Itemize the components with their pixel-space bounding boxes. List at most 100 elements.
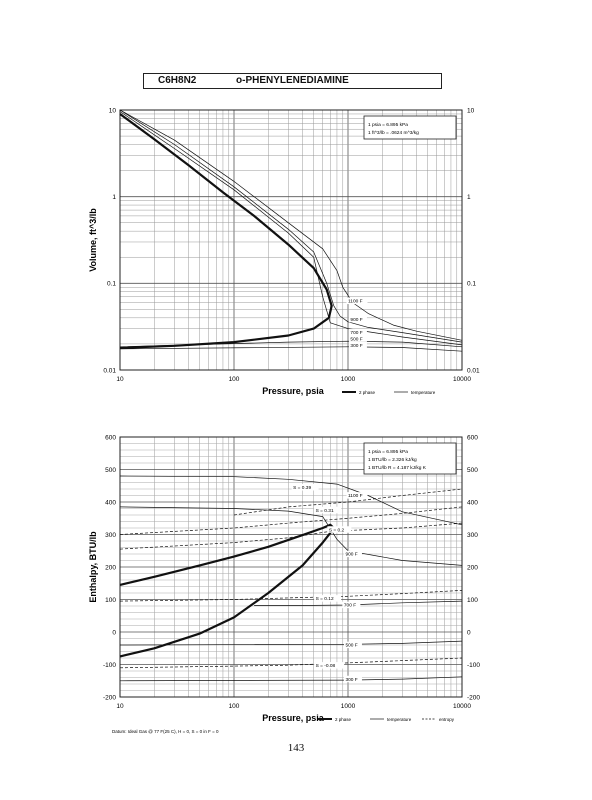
volume-info-box xyxy=(363,115,457,140)
curve-label: 900 F xyxy=(350,317,362,323)
y-tick-label-left: -100 xyxy=(103,662,116,669)
volume-plot-frame xyxy=(119,109,463,371)
y-tick-label-right: 0.01 xyxy=(467,367,480,374)
chemical-formula: C6H8N2 xyxy=(158,75,197,86)
curve-label-bg xyxy=(327,526,352,533)
volume-legend: 2 phase temperature xyxy=(342,390,436,395)
x-tick-label: 10 xyxy=(116,376,124,383)
enthalpy-plot-frame xyxy=(119,436,463,698)
curve-label-bg xyxy=(346,297,368,305)
x-tick-label: 100 xyxy=(229,703,240,710)
series-line-s-0-08 xyxy=(119,657,463,669)
series-line-500-f xyxy=(119,340,463,348)
series-line-s-0-31 xyxy=(119,506,463,535)
y-tick-label-left: 400 xyxy=(105,499,116,506)
x-tick-label: 10000 xyxy=(453,376,471,383)
curve-label: S = -0.08 xyxy=(316,663,336,669)
chart-title-box: C6H8N2 o-PHENYLENEDIAMINE xyxy=(143,73,442,89)
y-tick-label-left: -200 xyxy=(103,694,116,701)
y-tick-label-right: 10 xyxy=(467,107,475,114)
series-line-1100-f xyxy=(119,109,463,341)
series-line-700-f xyxy=(119,111,463,346)
y-tick-label-left: 0 xyxy=(112,629,116,636)
enthalpy-curves xyxy=(119,475,463,682)
series-line-500-f xyxy=(119,640,463,646)
legend-label: temperature xyxy=(387,717,412,722)
enthalpy-x-axis-label: Pressure, psia xyxy=(262,713,325,723)
y-tick-label-right: 0 xyxy=(467,629,471,636)
y-tick-label-left: 600 xyxy=(105,434,116,441)
legend-label: temperature xyxy=(411,390,436,395)
y-tick-label-left: 100 xyxy=(105,597,116,604)
info-box-line: 1 BTU/lb R = 4.187 kJ/kg K xyxy=(368,465,427,471)
curve-label: S = 0.39 xyxy=(293,485,311,491)
y-tick-label-left: 300 xyxy=(105,532,116,539)
curve-label: 300 F xyxy=(345,677,357,683)
y-tick-label-right: 500 xyxy=(467,467,478,474)
curve-label: S = 0.12 xyxy=(316,596,334,602)
info-box-line: 1 psia = 6.895 kPa xyxy=(368,122,408,128)
y-tick-label-left: 500 xyxy=(105,467,116,474)
curve-label-bg xyxy=(314,595,342,602)
curve-label-bg xyxy=(348,341,367,349)
curve-label-bg xyxy=(348,315,367,323)
series-line-s-0-2 xyxy=(119,522,463,550)
series-line-900-f xyxy=(119,109,463,343)
y-tick-label-right: 100 xyxy=(467,597,478,604)
curve-label-bg xyxy=(314,662,345,669)
series-line-s-0-39 xyxy=(233,488,463,516)
curve-label-bg xyxy=(314,506,342,514)
y-tick-label-right: 300 xyxy=(467,532,478,539)
y-tick-label-right: 0.1 xyxy=(467,281,476,288)
series-line-s-0-12 xyxy=(119,590,463,602)
x-tick-label: 1000 xyxy=(341,703,356,710)
curve-label-bg xyxy=(348,329,367,336)
series-line-2-phase xyxy=(119,113,333,349)
x-tick-label: 100 xyxy=(229,376,240,383)
curve-label: 900 F xyxy=(345,552,357,558)
curve-label-bg xyxy=(343,675,362,683)
x-tick-label: 10 xyxy=(116,703,124,710)
enthalpy-pressure-chart: 10 100 1000 10000 -200 -200 -100 -100 0 0 100 100 20… xyxy=(88,434,480,734)
enthalpy-legend: 2 phase temperature entropy xyxy=(318,717,455,722)
enthalpy-y-axis-label: Enthalpy, BTU/lb xyxy=(88,531,98,603)
y-tick-label-right: 600 xyxy=(467,434,478,441)
y-tick-label-left: 200 xyxy=(105,564,116,571)
curve-label: 700 F xyxy=(350,330,362,336)
legend-label: 2 phase xyxy=(335,717,352,722)
curve-label: 1100 F xyxy=(348,493,363,499)
x-tick-label: 1000 xyxy=(341,376,356,383)
curve-label-bg xyxy=(343,550,362,558)
curve-label: S = 0.31 xyxy=(316,508,334,514)
curve-label: 700 F xyxy=(344,603,356,609)
y-tick-label-left: 0.01 xyxy=(103,367,116,374)
series-line-2-phase-liquid xyxy=(119,527,335,658)
y-tick-label-left: 10 xyxy=(109,107,117,114)
y-tick-label-left: 1 xyxy=(112,194,116,201)
legend-label: 2 phase xyxy=(359,390,376,395)
curve-label-bg xyxy=(346,492,368,499)
volume-pressure-chart: 10 100 1000 10000 0.01 0.01 0.1 0.1 1 1 10 10 Pressu… xyxy=(88,107,480,396)
compound-name: o-PHENYLENEDIAMINE xyxy=(236,75,349,86)
curve-label-bg xyxy=(348,335,367,342)
page-number: 143 xyxy=(287,742,305,754)
volume-y-axis-label: Volume, ft^3/lb xyxy=(88,208,98,272)
volume-curves xyxy=(119,109,463,352)
curve-label: 500 F xyxy=(345,643,357,649)
curve-label: 500 F xyxy=(350,336,362,342)
y-tick-label-right: 200 xyxy=(467,564,478,571)
enthalpy-info-box xyxy=(363,442,457,475)
volume-x-axis-label: Pressure, psia xyxy=(262,386,325,396)
x-tick-label: 10000 xyxy=(453,703,471,710)
curve-label-bg xyxy=(291,484,319,491)
info-box-line: 1 ft^3/lb = .0624 m^3/kg xyxy=(368,130,419,136)
info-box-line: 1 BTU/lb = 2.326 kJ/kg xyxy=(368,457,417,463)
series-line-1100-f xyxy=(119,475,463,526)
legend-label: entropy xyxy=(439,717,455,722)
curve-label: S = 0.2 xyxy=(329,527,345,533)
curve-label: 1100 F xyxy=(348,299,363,305)
series-line-900-f xyxy=(119,506,463,566)
curve-label-bg xyxy=(342,601,361,609)
y-tick-label-right: 400 xyxy=(467,499,478,506)
curve-label: 300 F xyxy=(350,343,362,349)
